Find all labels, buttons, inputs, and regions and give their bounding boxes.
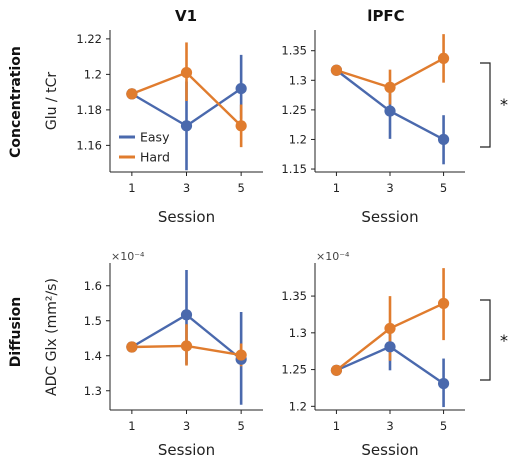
data-point-hard [126, 341, 138, 353]
y-tick-label: 1.25 [281, 103, 307, 117]
y-tick-label: 1.15 [281, 162, 307, 176]
x-tick-label: 1 [128, 419, 135, 433]
data-point-easy [235, 82, 247, 95]
data-point-easy [180, 120, 193, 132]
y-tick-label: 1.22 [76, 32, 102, 46]
data-point-hard [126, 88, 138, 100]
data-point-easy [437, 377, 450, 390]
data-point-hard [437, 297, 450, 310]
data-point-easy [437, 133, 450, 146]
data-point-hard [180, 340, 193, 352]
x-axis-label: Session [158, 441, 215, 459]
legend-label-hard: Hard [140, 150, 170, 165]
significance-bracket [480, 299, 491, 381]
panel-diffusion-v1: 1.3 1.4 1.5 1.6 1 3 5 Session ADC Glx (mm²/s) ×10… [44, 250, 263, 459]
y-tick-label: 1.6 [84, 279, 102, 293]
panel-concentration-v1: 1.16 1.18 1.2 1.22 1 3 5 Session Glu / tCr [44, 30, 263, 226]
axis-multiplier: ×10⁻⁴ [111, 250, 145, 263]
y-axis-label: Glu / tCr [44, 72, 60, 130]
data-point-hard [330, 64, 343, 76]
x-tick-label: 1 [333, 181, 340, 195]
x-tick-label: 3 [183, 181, 190, 195]
y-tick-label: 1.25 [281, 363, 307, 377]
x-tick-label: 1 [128, 181, 135, 195]
x-axis-label: Session [158, 208, 215, 226]
x-tick-label: 3 [386, 181, 393, 195]
y-tick-label: 1.35 [281, 44, 307, 58]
x-axis-label: Session [361, 208, 418, 226]
panel-diffusion-lpfc: 1.2 1.25 1.3 1.35 1 3 5 Session ×10⁻⁴ * [281, 250, 508, 459]
legend: Easy Hard [119, 130, 170, 165]
column-title-lpfc: lPFC [367, 7, 404, 25]
x-tick-label: 3 [386, 419, 393, 433]
significance-marker: * [500, 331, 508, 350]
data-point-hard [235, 120, 247, 132]
data-point-hard [330, 364, 343, 376]
data-point-hard [180, 67, 193, 79]
data-point-hard [235, 349, 247, 361]
data-point-hard [384, 322, 396, 335]
data-point-hard [437, 52, 450, 64]
x-tick-label: 5 [237, 419, 244, 433]
x-tick-label: 1 [333, 419, 340, 433]
y-tick-label: 1.18 [76, 103, 102, 117]
data-point-easy [384, 341, 396, 353]
x-tick-label: 5 [440, 181, 447, 195]
x-tick-label: 3 [183, 419, 190, 433]
y-tick-label: 1.4 [84, 349, 102, 363]
panel-concentration-lpfc: 1.15 1.2 1.25 1.3 1.35 1 3 5 Session * [281, 30, 508, 226]
y-tick-label: 1.2 [289, 132, 307, 146]
row-title-diffusion: Diffusion [8, 297, 24, 367]
y-tick-label: 1.5 [84, 314, 102, 328]
significance-marker: * [500, 95, 508, 114]
column-title-v1: V1 [175, 7, 197, 25]
x-axis-label: Session [361, 441, 418, 459]
y-tick-label: 1.3 [289, 326, 307, 340]
data-point-easy [180, 309, 193, 321]
y-tick-label: 1.2 [84, 67, 102, 81]
y-tick-label: 1.35 [281, 289, 307, 303]
axis-multiplier: ×10⁻⁴ [316, 250, 350, 263]
row-title-concentration: Concentration [8, 46, 24, 158]
y-tick-label: 1.3 [289, 73, 307, 87]
y-tick-label: 1.16 [76, 138, 102, 152]
y-tick-label: 1.3 [84, 384, 102, 398]
x-tick-label: 5 [237, 181, 244, 195]
legend-label-easy: Easy [140, 130, 170, 145]
data-point-hard [384, 81, 396, 93]
y-axis-label: ADC Glx (mm²/s) [44, 278, 60, 396]
data-point-easy [384, 105, 396, 117]
significance-bracket [480, 62, 491, 148]
x-tick-label: 5 [440, 419, 447, 433]
y-tick-label: 1.2 [289, 399, 307, 413]
